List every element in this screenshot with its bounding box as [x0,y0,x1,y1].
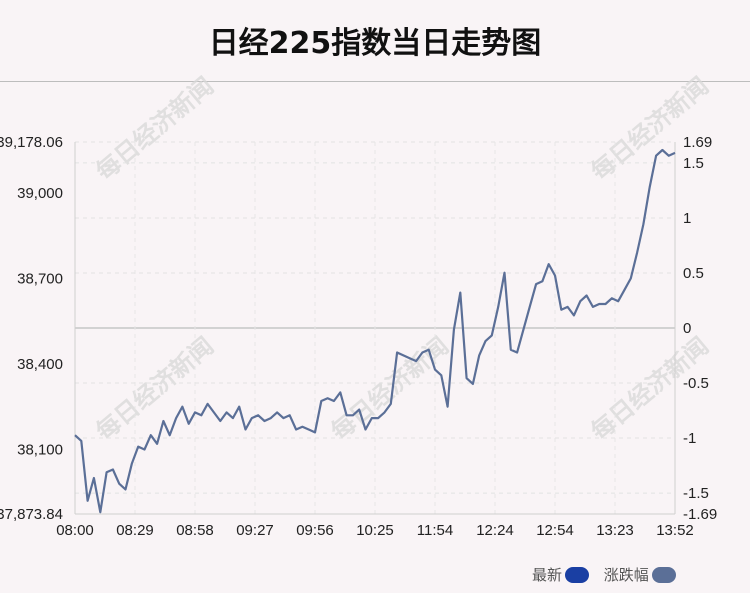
y-right-tick-label: -0.5 [683,375,709,392]
x-tick-label: 11:54 [417,522,453,539]
y-right-tick-label: 0 [683,320,691,337]
x-tick-label: 10:25 [356,522,394,539]
y-left-tick-label: 37,873.84 [0,506,63,523]
legend-label-latest: 最新 [532,566,563,584]
legend-item-latest[interactable]: 最新 [532,564,590,585]
grid-lines [75,141,675,515]
x-tick-label: 13:52 [656,522,694,539]
x-tick-label: 08:58 [176,522,214,539]
x-axis: 08:00 08:29 08:58 09:27 09:56 10:25 11:54 12:24… [56,522,694,539]
x-tick-label: 08:29 [116,522,154,539]
legend-item-change[interactable]: 涨跌幅 [604,564,676,585]
y-left-tick-label: 38,700 [17,270,63,287]
y-right-tick-label: -1.69 [683,506,717,523]
x-tick-label: 12:24 [476,522,514,539]
y-left-tick-label: 38,100 [17,441,63,458]
y-right-tick-label: -1.5 [683,485,709,502]
x-tick-label: 09:27 [236,522,274,539]
y-right-tick-label: -1 [683,430,696,447]
y-left-tick-label: 39,000 [17,185,63,202]
y-right-tick-label: 1 [683,210,691,227]
legend-swatch-latest [565,566,590,583]
x-tick-label: 13:23 [596,522,634,539]
y-right-tick-label: 1.69 [683,134,712,151]
x-tick-label: 08:00 [56,522,94,539]
x-tick-label: 12:54 [536,522,574,539]
x-tick-label: 09:56 [296,522,334,539]
y-left-tick-label: 39,178.06 [0,134,63,151]
watermark-text: 每日经济新闻 [326,332,454,446]
y-right-tick-label: 1.5 [683,155,704,172]
watermark-text: 每日经济新闻 [91,332,219,446]
legend-swatch-change [651,566,676,583]
chart-title: 日经225指数当日走势图 [208,26,542,61]
axes [74,142,676,515]
legend: 最新 涨跌幅 [532,564,686,585]
y-axis-right: 1.69 1.5 1 0.5 0 -0.5 -1 -1.5 -1.69 [683,134,717,523]
y-axis-left: 39,178.06 39,000 38,700 38,400 38,100 37,873.… [0,134,63,523]
watermark-text: 每日经济新闻 [91,72,219,186]
y-left-tick-label: 38,400 [17,356,63,373]
y-right-tick-label: 0.5 [683,265,704,282]
title-separator [0,81,750,82]
legend-label-change: 涨跌幅 [603,566,649,584]
series-line-latest [74,148,676,514]
